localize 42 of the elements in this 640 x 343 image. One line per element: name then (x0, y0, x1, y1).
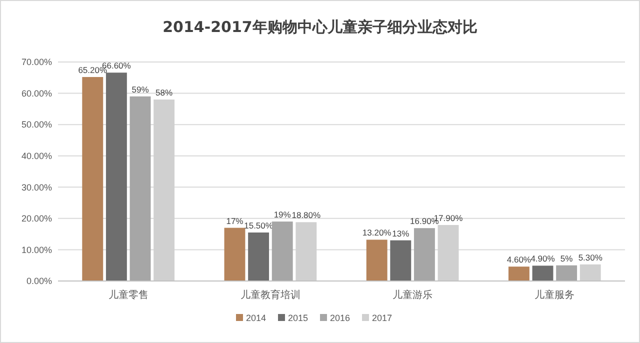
legend-label: 2017 (372, 312, 392, 323)
x-tick-label: 儿童零售 (108, 289, 148, 301)
x-tick-label: 儿童教育培训 (240, 289, 300, 301)
bar (414, 228, 435, 281)
bar (82, 77, 104, 281)
data-label: 13% (392, 228, 410, 238)
bar (130, 96, 151, 281)
bar (508, 266, 530, 281)
bar (366, 240, 388, 281)
chart-title: 2014-2017年购物中心儿童亲子细分业态对比 (162, 18, 478, 36)
x-tick-label: 儿童服务 (534, 289, 575, 301)
bar (106, 72, 127, 281)
y-tick-label: 50.00% (21, 120, 52, 130)
y-tick-label: 70.00% (21, 57, 52, 68)
legend-label: 2014 (246, 312, 266, 323)
legend-label: 2015 (288, 312, 308, 323)
y-tick-label: 0.00% (26, 276, 52, 286)
data-label: 13.20% (362, 228, 392, 238)
data-label: 5.30% (578, 252, 603, 262)
x-tick-label: 儿童游乐 (392, 289, 433, 301)
data-label: 58% (156, 88, 173, 98)
bar (224, 228, 246, 281)
bar (532, 266, 554, 281)
data-label: 5% (560, 253, 574, 264)
bar (390, 240, 412, 281)
y-tick-label: 60.00% (21, 88, 52, 98)
y-tick-label: 20.00% (21, 214, 52, 224)
data-label: 4.90% (530, 254, 556, 264)
data-label: 17% (226, 216, 244, 226)
data-label: 15.50% (244, 220, 274, 231)
data-label: 19% (274, 210, 292, 220)
legend-label: 2016 (330, 312, 350, 323)
data-label: 4.60% (506, 254, 532, 265)
y-tick-label: 30.00% (21, 182, 52, 192)
bar (248, 232, 270, 281)
data-label: 18.80% (292, 210, 322, 220)
bar (556, 265, 578, 281)
data-label: 59% (132, 84, 150, 94)
bar (272, 222, 293, 281)
y-tick-label: 10.00% (21, 244, 52, 255)
y-tick-label: 40.00% (21, 151, 52, 162)
bar (580, 264, 601, 281)
